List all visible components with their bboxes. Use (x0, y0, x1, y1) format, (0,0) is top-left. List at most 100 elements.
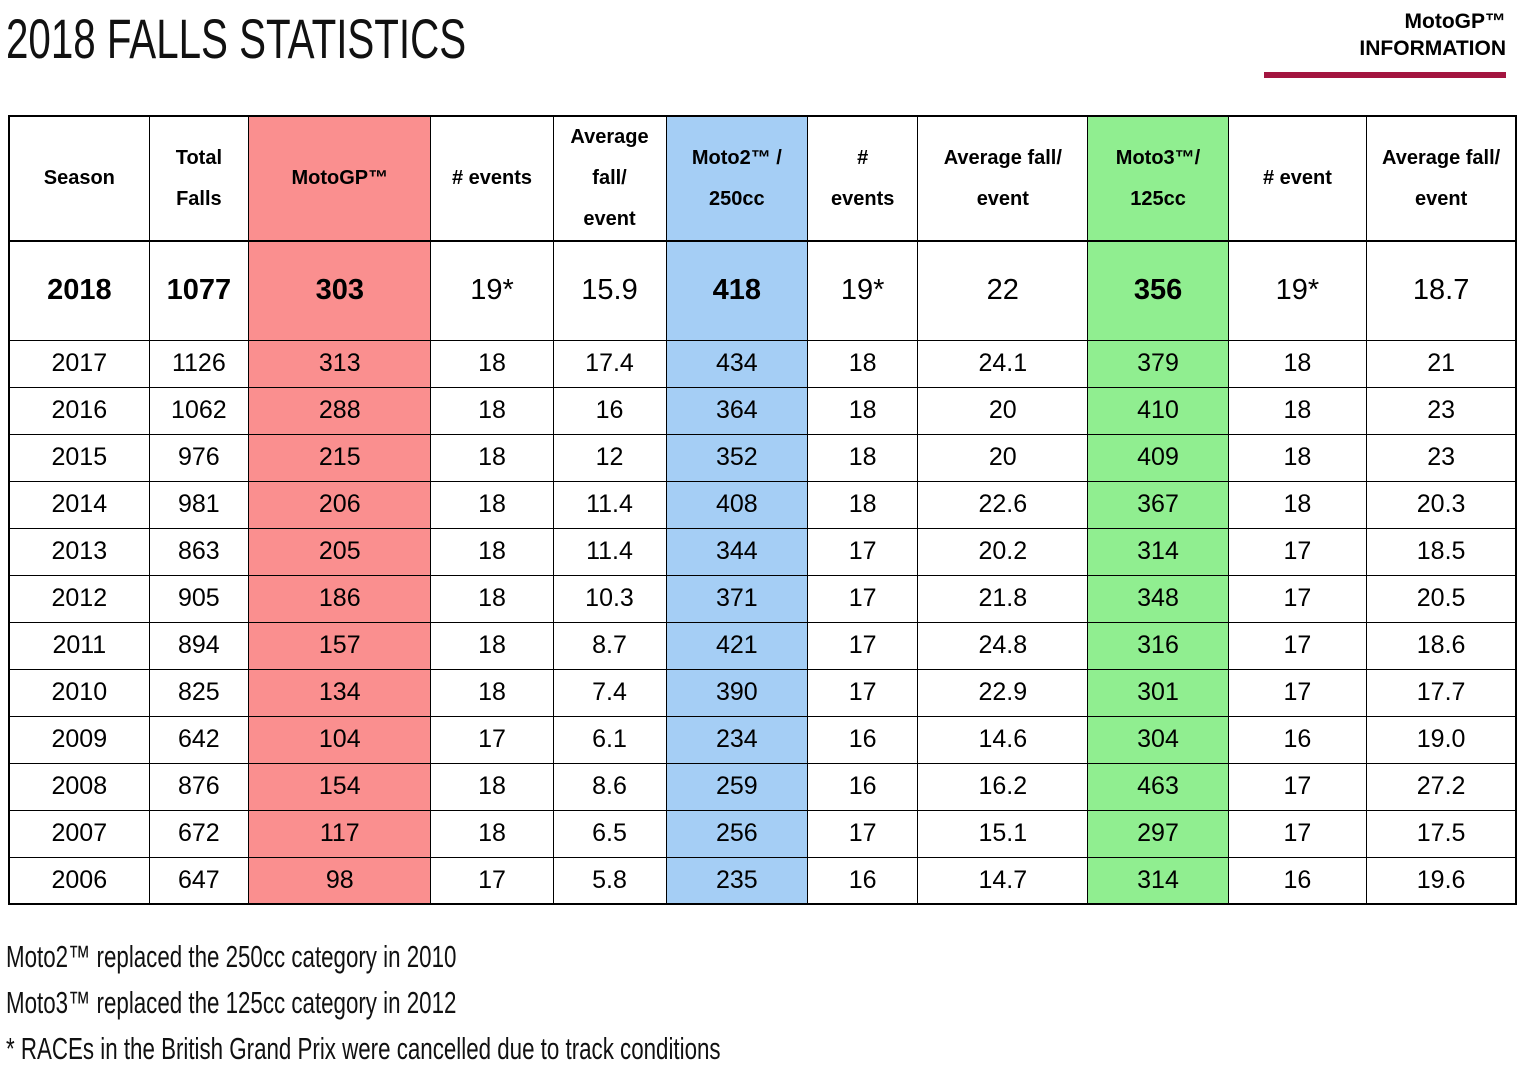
column-header-9: # event (1227, 115, 1368, 242)
cell-2006-col9: 16 (1227, 856, 1368, 905)
cell-2012-col9: 17 (1227, 574, 1368, 623)
cell-2012-col10: 20.5 (1366, 574, 1517, 623)
table-row-2014: 2014 981 206 18 11.4 408 18 22.6 367 18 20.3 (8, 480, 1517, 529)
cell-2010-col0: 2010 (8, 668, 150, 717)
cell-2018-col4: 15.9 (552, 240, 667, 341)
cell-2017-col9: 18 (1227, 339, 1368, 388)
brand-underline (1264, 71, 1506, 78)
cell-2012-col0: 2012 (8, 574, 150, 623)
cell-2011-col6: 17 (807, 621, 919, 670)
cell-2007-col9: 17 (1227, 809, 1368, 858)
cell-2012-col1: 905 (148, 574, 250, 623)
cell-2012-col3: 18 (430, 574, 554, 623)
cell-2011-col3: 18 (430, 621, 554, 670)
cell-2013-col10: 18.5 (1366, 527, 1517, 576)
cell-2010-col9: 17 (1227, 668, 1368, 717)
cell-2008-col9: 17 (1227, 762, 1368, 811)
column-header-6: # events (807, 115, 919, 242)
cell-2015-col10: 23 (1366, 433, 1517, 482)
cell-2010-col6: 17 (807, 668, 919, 717)
cell-2006-col3: 17 (430, 856, 554, 905)
cell-2017-col8: 379 (1087, 339, 1229, 388)
cell-2012-col6: 17 (807, 574, 919, 623)
cell-2006-col2: 98 (248, 856, 432, 905)
cell-2008-col7: 16.2 (917, 762, 1089, 811)
cell-2017-col2: 313 (248, 339, 432, 388)
cell-2014-col1: 981 (148, 480, 250, 529)
cell-2010-col7: 22.9 (917, 668, 1089, 717)
cell-2016-col2: 288 (248, 386, 432, 435)
column-header-5: Moto2™ / 250cc (665, 115, 809, 242)
table-row-2009: 2009 642 104 17 6.1 234 16 14.6 304 16 19.0 (8, 715, 1517, 764)
cell-2011-col2: 157 (248, 621, 432, 670)
cell-2010-col2: 134 (248, 668, 432, 717)
cell-2014-col3: 18 (430, 480, 554, 529)
brand-motogp-label: MotoGP™ (1404, 10, 1506, 33)
cell-2014-col8: 367 (1087, 480, 1229, 529)
cell-2017-col6: 18 (807, 339, 919, 388)
cell-2012-col7: 21.8 (917, 574, 1089, 623)
cell-2013-col9: 17 (1227, 527, 1368, 576)
cell-2010-col8: 301 (1087, 668, 1229, 717)
cell-2009-col4: 6.1 (552, 715, 667, 764)
cell-2008-col10: 27.2 (1366, 762, 1517, 811)
cell-2013-col8: 314 (1087, 527, 1229, 576)
cell-2009-col10: 19.0 (1366, 715, 1517, 764)
cell-2015-col9: 18 (1227, 433, 1368, 482)
cell-2014-col4: 11.4 (552, 480, 667, 529)
note-moto2: Moto2™ replaced the 250cc category in 20… (6, 939, 457, 974)
cell-2018-col1: 1077 (148, 240, 250, 341)
cell-2018-col3: 19* (430, 240, 554, 341)
cell-2007-col7: 15.1 (917, 809, 1089, 858)
cell-2013-col3: 18 (430, 527, 554, 576)
cell-2006-col6: 16 (807, 856, 919, 905)
page-title: 2018 FALLS STATISTICS (6, 6, 645, 71)
falls-statistics-table: Season Total Falls MotoGP™ # events Average … (8, 115, 1517, 905)
cell-2015-col0: 2015 (8, 433, 150, 482)
cell-2010-col3: 18 (430, 668, 554, 717)
cell-2012-col8: 348 (1087, 574, 1229, 623)
cell-2011-col9: 17 (1227, 621, 1368, 670)
brand-information-label: INFORMATION (1359, 37, 1506, 61)
column-header-0: Season (8, 115, 150, 242)
column-header-10: Average fall/ event (1366, 115, 1517, 242)
cell-2008-col1: 876 (148, 762, 250, 811)
footnotes: Moto2™ replaced the 250cc category in 20… (6, 938, 998, 1075)
table-body: 2018 1077 303 19* 15.9 418 19* 22 356 19* 18.7 2017… (8, 240, 1517, 905)
page-title-text: 2018 FALLS STATISTICS (6, 7, 467, 70)
cell-2014-col9: 18 (1227, 480, 1368, 529)
cell-2016-col0: 2016 (8, 386, 150, 435)
cell-2010-col1: 825 (148, 668, 250, 717)
table-row-2007: 2007 672 117 18 6.5 256 17 15.1 297 17 17.5 (8, 809, 1517, 858)
cell-2013-col5: 344 (665, 527, 809, 576)
cell-2014-col6: 18 (807, 480, 919, 529)
cell-2016-col4: 16 (552, 386, 667, 435)
table-row-2016: 2016 1062 288 18 16 364 18 20 410 18 23 (8, 386, 1517, 435)
cell-2009-col9: 16 (1227, 715, 1368, 764)
cell-2009-col2: 104 (248, 715, 432, 764)
cell-2014-col7: 22.6 (917, 480, 1089, 529)
cell-2013-col6: 17 (807, 527, 919, 576)
cell-2006-col5: 235 (665, 856, 809, 905)
cell-2009-col7: 14.6 (917, 715, 1089, 764)
cell-2009-col8: 304 (1087, 715, 1229, 764)
cell-2010-col10: 17.7 (1366, 668, 1517, 717)
cell-2006-col4: 5.8 (552, 856, 667, 905)
cell-2007-col5: 256 (665, 809, 809, 858)
cell-2015-col6: 18 (807, 433, 919, 482)
cell-2018-col7: 22 (917, 240, 1089, 341)
cell-2018-col10: 18.7 (1366, 240, 1517, 341)
cell-2007-col3: 18 (430, 809, 554, 858)
column-header-3: # events (430, 115, 554, 242)
cell-2016-col5: 364 (665, 386, 809, 435)
cell-2016-col8: 410 (1087, 386, 1229, 435)
cell-2006-col0: 2006 (8, 856, 150, 905)
cell-2011-col0: 2011 (8, 621, 150, 670)
cell-2015-col3: 18 (430, 433, 554, 482)
cell-2013-col2: 205 (248, 527, 432, 576)
cell-2009-col6: 16 (807, 715, 919, 764)
cell-2009-col3: 17 (430, 715, 554, 764)
cell-2006-col10: 19.6 (1366, 856, 1517, 905)
cell-2017-col10: 21 (1366, 339, 1517, 388)
